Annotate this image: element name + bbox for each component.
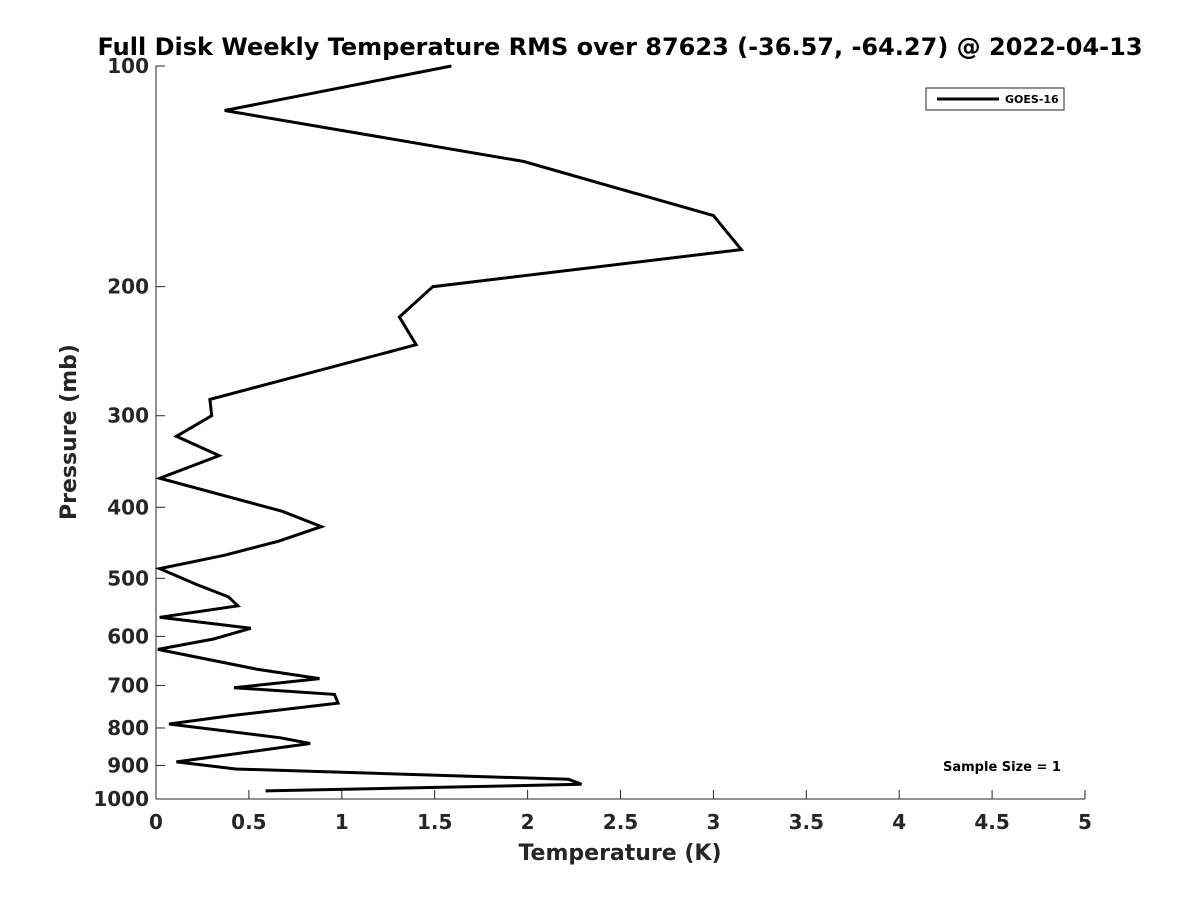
x-tick-label: 2 [521,810,535,834]
y-tick-label: 300 [107,404,149,428]
x-tick-label: 5 [1078,810,1092,834]
x-tick-label: 4 [892,810,906,834]
x-tick-label: 1 [335,810,349,834]
y-tick-label: 1000 [93,787,149,811]
y-tick-label: 400 [107,495,149,519]
x-axis-label: Temperature (K) [518,841,721,866]
x-tick-label: 4.5 [974,810,1009,834]
x-tick-label: 3 [706,810,720,834]
y-axis-label: Pressure (mb) [57,344,82,520]
y-tick-label: 800 [107,716,149,740]
y-tick-label: 900 [107,753,149,777]
x-tick-label: 3.5 [789,810,824,834]
x-tick-label: 0.5 [231,810,266,834]
x-tick-label: 2.5 [603,810,638,834]
legend: GOES-16 [925,87,1065,111]
sample-size-annotation: Sample Size = 1 [943,760,1061,775]
y-tick-label: 200 [107,275,149,299]
y-axis-ticks: 100 200 300 400 500 600 700 800 900 1000 [93,54,165,811]
x-tick-label: 0 [149,810,163,834]
y-tick-label: 500 [107,566,149,590]
y-tick-label: 100 [107,54,149,78]
x-tick-label: 1.5 [417,810,452,834]
series-line-goes-16 [154,64,745,793]
x-axis-ticks: 0 0.5 1 1.5 2 2.5 3 3.5 4 4.5 5 [149,790,1092,834]
y-tick-label: 700 [107,673,149,697]
chart-title: Full Disk Weekly Temperature RMS over 87… [97,33,1142,61]
y-tick-label: 600 [107,624,149,648]
plot-area [154,64,1085,800]
legend-entry-goes-16: GOES-16 [1005,93,1059,106]
